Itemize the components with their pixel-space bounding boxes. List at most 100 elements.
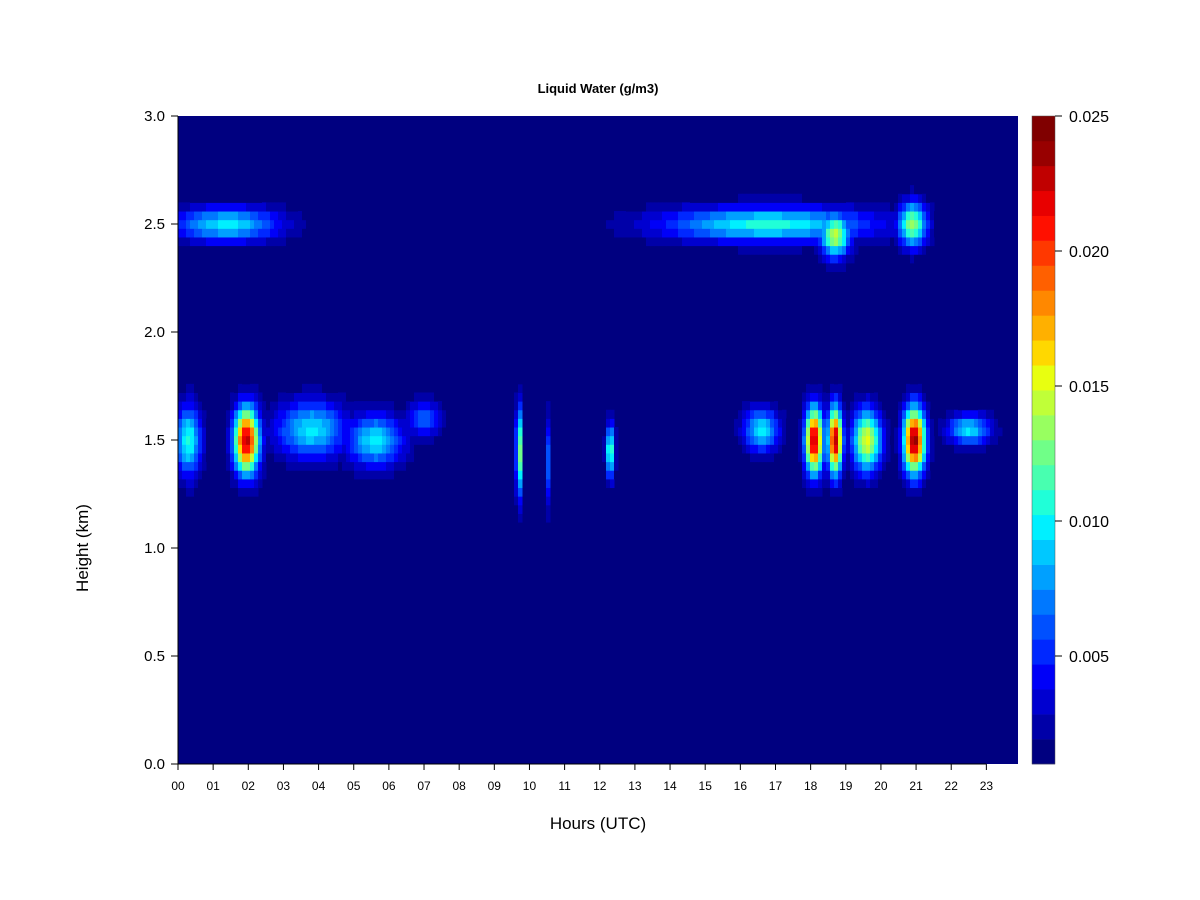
heatmap-cell	[218, 202, 223, 212]
heatmap-cell	[254, 444, 259, 454]
colorbar-segment	[1032, 539, 1055, 565]
heatmap-cell	[358, 427, 363, 437]
heatmap-cell	[814, 219, 819, 229]
heatmap-cell	[406, 427, 411, 437]
heatmap-cell	[722, 228, 727, 238]
heatmap-cell	[814, 211, 819, 221]
heatmap-cell	[218, 193, 223, 203]
heatmap-cell	[738, 219, 743, 229]
heatmap-cell	[198, 202, 203, 212]
heatmap-cell	[306, 211, 311, 221]
heatmap-cell	[622, 211, 627, 221]
heatmap-cell	[782, 409, 787, 419]
colorbar-segment	[1032, 614, 1055, 640]
heatmap-cell	[910, 228, 915, 238]
heatmap-cell	[274, 228, 279, 238]
heatmap-cell	[278, 219, 283, 229]
heatmap-cell	[758, 409, 763, 419]
heatmap-cell	[318, 401, 323, 411]
heatmap-cell	[294, 444, 299, 454]
heatmap-cell	[810, 245, 815, 255]
heatmap-cell	[546, 444, 551, 454]
heatmap-cell	[630, 236, 635, 247]
heatmap-cell	[298, 211, 303, 221]
heatmap-cell	[618, 219, 623, 229]
heatmap-cell	[822, 228, 827, 238]
heatmap-cell	[258, 219, 263, 229]
heatmap-cell	[842, 392, 847, 402]
heatmap-cell	[766, 202, 771, 212]
heatmap-cell	[354, 409, 359, 419]
heatmap-cell	[870, 470, 875, 480]
heatmap-cell	[282, 236, 287, 247]
heatmap-cell	[946, 418, 951, 428]
heatmap-cell	[314, 470, 319, 480]
heatmap-cell	[782, 245, 787, 255]
heatmap-cell	[626, 228, 631, 238]
heatmap-cell	[334, 427, 339, 437]
heatmap-cell	[358, 461, 363, 471]
heatmap-cell	[290, 236, 295, 247]
heatmap-cell	[270, 228, 275, 238]
heatmap-cell	[610, 427, 615, 437]
heatmap-cell	[514, 470, 519, 480]
heatmap-cell	[226, 418, 231, 428]
heatmap-cell	[790, 219, 795, 229]
heatmap-cell	[322, 418, 327, 428]
heatmap-cell	[258, 392, 263, 402]
heatmap-cell	[766, 236, 771, 247]
heatmap-cell	[886, 452, 891, 463]
x-tick-label: 01	[206, 779, 220, 793]
heatmap-cell	[610, 461, 615, 471]
heatmap-cell	[178, 470, 183, 480]
heatmap-cell	[902, 254, 907, 264]
heatmap-cell	[922, 401, 927, 411]
heatmap-cell	[414, 401, 419, 411]
heatmap-cell	[278, 211, 283, 221]
heatmap-cell	[302, 452, 307, 463]
heatmap-cell	[810, 444, 815, 454]
heatmap-cell	[226, 470, 231, 480]
heatmap-cell	[766, 435, 771, 445]
heatmap-cell	[878, 444, 883, 454]
heatmap-cell	[190, 383, 195, 393]
heatmap-cell	[694, 202, 699, 212]
heatmap-cell	[750, 427, 755, 437]
heatmap-cell	[926, 427, 931, 437]
heatmap-cell	[250, 193, 255, 203]
heatmap-cell	[734, 202, 739, 212]
heatmap-cell	[514, 496, 519, 506]
heatmap-cell	[878, 392, 883, 402]
heatmap-cell	[294, 427, 299, 437]
heatmap-cell	[954, 427, 959, 437]
heatmap-cell	[398, 401, 403, 411]
heatmap-cell	[242, 219, 247, 229]
heatmap-cell	[250, 245, 255, 255]
heatmap-cell	[714, 202, 719, 212]
heatmap-cell	[802, 418, 807, 428]
heatmap-cell	[406, 444, 411, 454]
heatmap-cell	[746, 211, 751, 221]
heatmap-cell	[866, 202, 871, 212]
heatmap-cell	[190, 444, 195, 454]
heatmap-cell	[298, 401, 303, 411]
heatmap-cell	[786, 236, 791, 247]
heatmap-cell	[258, 211, 263, 221]
heatmap-cell	[706, 245, 711, 255]
heatmap-cell	[262, 228, 267, 238]
heatmap-cell	[894, 461, 899, 471]
heatmap-cell	[866, 478, 871, 489]
heatmap-cell	[742, 401, 747, 411]
heatmap-cell	[262, 202, 267, 212]
heatmap-cell	[294, 452, 299, 463]
heatmap-cell	[858, 487, 863, 497]
heatmap-cell	[934, 211, 939, 221]
heatmap-cell	[254, 202, 259, 212]
heatmap-cell	[210, 236, 215, 247]
heatmap-cell	[774, 228, 779, 238]
heatmap-cell	[198, 245, 203, 255]
heatmap-cell	[642, 236, 647, 247]
heatmap-cell	[314, 444, 319, 454]
heatmap-cell	[790, 193, 795, 203]
heatmap-cell	[882, 461, 887, 471]
